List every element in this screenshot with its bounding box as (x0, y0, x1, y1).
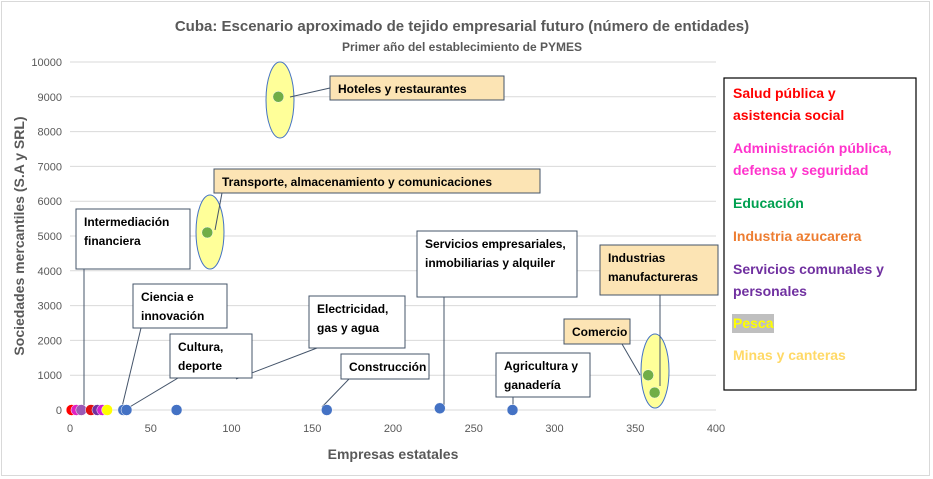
callout-label: Cultura, (178, 340, 223, 354)
callout-label: financiera (84, 234, 141, 248)
data-point (101, 404, 113, 416)
callout-leader (321, 378, 350, 408)
x-tick-label: 150 (303, 423, 321, 435)
callout-label: gas y agua (317, 321, 379, 335)
legend-highlight (732, 314, 774, 333)
legend-entry: Pesca (733, 315, 774, 331)
data-point (506, 404, 519, 416)
callout-label: Ciencia e (141, 290, 194, 304)
data-point (75, 404, 88, 416)
legend-entry: Administración pública, (733, 140, 892, 156)
callout-box (416, 230, 578, 298)
x-tick-label: 100 (222, 423, 240, 435)
legend-entry: Educación (733, 195, 804, 211)
legend-entry: defensa y seguridad (733, 162, 868, 178)
highlight-ellipse (640, 333, 670, 409)
x-tick-label: 200 (384, 423, 402, 435)
callout-box (563, 318, 631, 345)
callout-label: Transporte, almacenamiento y comunicacio… (222, 175, 492, 189)
y-tick-label: 5000 (38, 231, 62, 243)
callout-leaders (83, 87, 661, 409)
callout-label: Agricultura y (504, 359, 578, 373)
legend: Salud pública y asistencia social Administ… (723, 77, 917, 391)
callout-box (75, 208, 191, 270)
legend-entry: Industria azucarera (733, 228, 862, 244)
callout-label: manufactureras (608, 270, 698, 284)
y-tick-label: 8000 (38, 127, 62, 139)
data-points (65, 91, 661, 416)
callout-leader (121, 327, 142, 408)
callout-label: innovación (141, 309, 204, 323)
x-tick-label: 250 (465, 423, 483, 435)
y-tick-label: 6000 (38, 196, 62, 208)
callout-box (213, 168, 541, 194)
callout-label: Construcción (349, 360, 426, 374)
chart-title: Cuba: Escenario aproximado de tejido emp… (175, 18, 749, 35)
callout-label: Comercio (572, 325, 627, 339)
legend-box (723, 77, 917, 391)
y-tick-label: 4000 (38, 266, 62, 278)
callout-leader (127, 377, 179, 409)
callout-label: ganadería (504, 378, 561, 392)
legend-entry: Salud pública y (733, 85, 836, 101)
x-tick-label: 50 (145, 423, 157, 435)
callout-box (132, 283, 228, 329)
x-tick-label: 350 (626, 423, 644, 435)
data-point (642, 369, 654, 381)
y-tick-label: 9000 (38, 92, 62, 104)
y-tick-label: 2000 (38, 335, 62, 347)
data-point (434, 402, 446, 415)
data-point (321, 404, 333, 416)
callout-box (308, 295, 406, 349)
data-point (201, 226, 214, 239)
legend-entry: personales (733, 283, 807, 299)
callouts: Hoteles y restaurantes Transporte, almace… (75, 75, 719, 398)
callout-box (169, 333, 253, 379)
chart-subtitle: Primer año del establecimiento de PYMES (342, 40, 582, 54)
x-tick-label: 0 (67, 423, 73, 435)
data-point (648, 386, 661, 399)
data-point (120, 404, 133, 416)
data-point (170, 404, 183, 416)
x-tick-label: 400 (707, 423, 725, 435)
y-tick-label: 1000 (38, 370, 62, 382)
x-tick-label: 300 (545, 423, 563, 435)
y-tick-label: 0 (56, 405, 62, 417)
y-axis-label: Sociedades mercantiles (S.A y SRL) (11, 116, 27, 355)
x-axis-label: Empresas estatales (328, 446, 459, 462)
data-point (272, 91, 285, 103)
callout-label: deporte (178, 359, 222, 373)
callout-box (329, 75, 505, 101)
axes: 0100020003000400050006000700080009000100… (31, 57, 725, 435)
callout-label: Industrias (608, 251, 666, 265)
callout-label: Intermediación (84, 215, 169, 229)
callout-leader (621, 343, 641, 376)
callout-box (495, 352, 591, 398)
y-tick-label: 10000 (31, 57, 62, 69)
callout-label: Hoteles y restaurantes (338, 82, 467, 96)
callout-label: inmobiliarias y alquiler (425, 256, 555, 270)
legend-entry: asistencia social (733, 107, 844, 123)
callout-label: Electricidad, (317, 302, 388, 316)
legend-entry: Servicios comunales y (733, 261, 884, 277)
callout-leader (289, 87, 331, 98)
legend-entry: Minas y canteras (733, 347, 846, 363)
callout-box (340, 353, 430, 380)
callout-leader (214, 192, 223, 231)
callout-box (599, 244, 719, 296)
callout-label: Servicios empresariales, (425, 237, 566, 251)
y-tick-label: 7000 (38, 161, 62, 173)
y-tick-label: 3000 (38, 301, 62, 313)
